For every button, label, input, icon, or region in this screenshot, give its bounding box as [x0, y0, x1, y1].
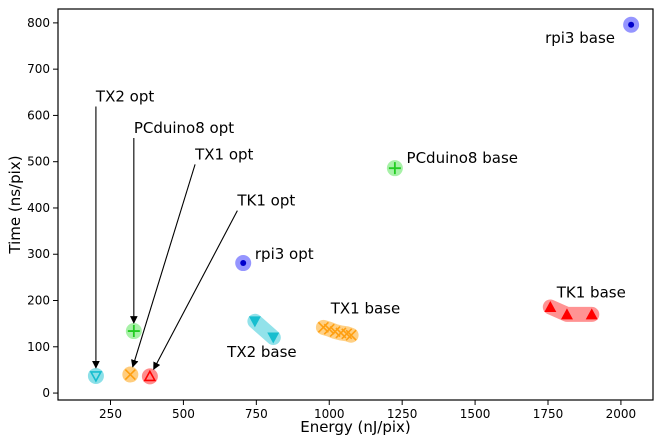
x-tick-label: 500	[172, 407, 195, 421]
rpi3-opt-point-1	[240, 260, 247, 267]
pcduino8-opt-point-1	[127, 325, 140, 338]
pcduino8-opt-label: PCduino8 opt	[134, 119, 234, 137]
pcduino8-base-point-1	[388, 162, 401, 175]
tx2-opt-point-1	[89, 371, 103, 383]
y-axis-label: Time (ns/pix)	[6, 155, 24, 254]
tx1-base-point-2	[323, 323, 335, 335]
tx2-base-point-1	[248, 316, 261, 328]
y-tick-label: 400	[27, 201, 50, 215]
tx2-base-point-2	[267, 332, 280, 344]
tk1-opt-point-1	[143, 369, 157, 382]
tx2-opt-label: TX2 opt	[95, 88, 154, 106]
x-tick-label: 1750	[533, 407, 564, 421]
tk1-base-label: TK1 base	[556, 284, 626, 302]
x-tick-label: 1250	[387, 407, 418, 421]
y-tick-label: 300	[27, 247, 50, 261]
x-axis-label: Energy (nJ/pix)	[300, 418, 411, 436]
x-tick-label: 250	[99, 407, 122, 421]
rpi3-opt-label: rpi3 opt	[255, 245, 314, 263]
x-tick-label: 750	[245, 407, 268, 421]
tk1-base-point-3	[585, 308, 598, 320]
y-tick-label: 0	[42, 386, 50, 400]
y-tick-label: 100	[27, 340, 50, 354]
tx2-base-label: TX2 base	[226, 343, 297, 361]
rpi3-base-label: rpi3 base	[545, 29, 615, 47]
plot-frame	[57, 8, 654, 401]
tk1-opt-arrow	[153, 210, 238, 371]
rpi3-base-point-1	[628, 21, 635, 28]
tx1-opt-label: TX1 opt	[194, 145, 253, 163]
point-markers	[89, 21, 635, 383]
y-tick-label: 800	[27, 16, 50, 30]
axes: 250 500 750 1000 1250 1500 1750 2000 0 100 200 300 4…	[27, 8, 654, 421]
tx1-base-label: TX1 base	[330, 299, 401, 317]
tk1-base-halo	[542, 299, 600, 322]
x-tick-label: 1500	[460, 407, 491, 421]
y-tick-label: 500	[27, 155, 50, 169]
y-tick-label: 600	[27, 108, 50, 122]
pcduino8-base-label: PCduino8 base	[407, 149, 518, 167]
y-tick-label: 700	[27, 62, 50, 76]
tx1-opt-arrow	[131, 164, 196, 368]
tk1-opt-label: TK1 opt	[236, 192, 295, 210]
tx1-base-point-6	[345, 329, 357, 341]
tk1-base-point-1	[544, 300, 557, 312]
tx1-opt-point-1	[124, 368, 136, 381]
tk1-base-point-2	[560, 308, 573, 320]
y-tick-label: 200	[27, 294, 50, 308]
x-tick-label: 2000	[606, 407, 637, 421]
annotations: TX2 opt PCduino8 opt TX1 opt TK1 opt rpi3 op…	[92, 29, 626, 371]
point-halos	[87, 16, 640, 385]
x-tick-label: 1000	[314, 407, 345, 421]
